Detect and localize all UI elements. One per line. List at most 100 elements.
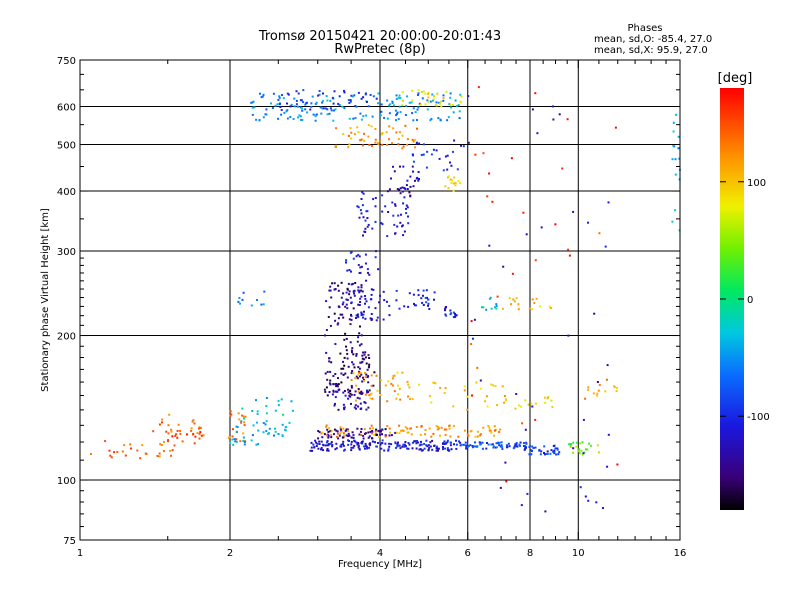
data-point: [374, 141, 377, 144]
data-point: [330, 361, 333, 364]
data-point: [338, 306, 341, 309]
data-point: [349, 341, 352, 344]
data-point: [278, 96, 281, 99]
data-point: [357, 366, 360, 369]
data-point: [581, 453, 584, 456]
data-point: [329, 442, 332, 445]
data-point: [349, 127, 352, 130]
data-point: [426, 150, 429, 153]
data-point: [517, 404, 520, 407]
data-point: [463, 385, 466, 388]
x-tick-label: 2: [227, 548, 233, 559]
data-point: [363, 380, 366, 382]
data-point: [282, 97, 285, 100]
data-point: [358, 255, 361, 258]
data-point: [231, 435, 234, 438]
data-point: [379, 433, 381, 436]
data-point: [570, 443, 572, 446]
data-point: [440, 100, 443, 103]
data-point: [460, 95, 463, 98]
data-point: [367, 354, 370, 357]
data-point: [397, 143, 400, 146]
data-point: [350, 301, 353, 304]
data-point: [487, 443, 490, 446]
data-point: [532, 447, 535, 449]
data-point: [364, 393, 367, 396]
data-point: [403, 230, 406, 233]
data-point: [369, 397, 372, 400]
data-point: [333, 109, 335, 112]
data-point: [405, 204, 408, 207]
data-point: [444, 155, 447, 158]
data-point: [362, 313, 365, 316]
data-point: [550, 449, 553, 452]
data-point: [174, 434, 177, 437]
data-point: [360, 373, 363, 376]
data-point: [492, 446, 495, 449]
data-point: [397, 384, 399, 387]
data-point: [360, 441, 363, 444]
data-point: [411, 397, 414, 400]
data-point: [449, 441, 452, 444]
data-point: [342, 292, 345, 295]
data-point: [237, 300, 240, 303]
data-point: [422, 289, 425, 292]
data-point: [256, 299, 258, 301]
data-point: [253, 106, 256, 109]
data-point: [451, 179, 454, 182]
data-point: [366, 217, 369, 219]
data-point: [408, 386, 411, 389]
data-point: [616, 387, 618, 389]
data-point: [370, 298, 373, 301]
data-point: [108, 449, 111, 452]
data-point: [310, 105, 313, 108]
data-point: [322, 449, 324, 452]
data-point: [350, 449, 353, 452]
data-point: [398, 424, 401, 427]
data-point: [482, 152, 485, 155]
data-point: [438, 427, 441, 430]
data-point: [310, 441, 313, 444]
data-point: [568, 254, 571, 257]
data-point: [340, 430, 343, 433]
data-point: [596, 444, 599, 447]
data-point: [353, 366, 356, 369]
data-point: [407, 215, 409, 218]
data-point: [431, 439, 434, 442]
data-point: [352, 95, 355, 98]
data-point: [401, 91, 404, 94]
data-point: [453, 176, 456, 179]
data-point: [404, 441, 407, 443]
data-point: [362, 192, 365, 195]
data-point: [198, 427, 200, 430]
data-point: [116, 451, 119, 453]
data-point: [374, 430, 377, 433]
data-point: [411, 447, 414, 450]
data-point: [388, 314, 391, 317]
data-point: [328, 382, 331, 385]
data-point: [550, 399, 553, 402]
data-point: [343, 91, 346, 94]
data-point: [368, 357, 371, 359]
data-point: [90, 453, 92, 455]
data-point: [406, 95, 408, 98]
data-point: [429, 100, 432, 103]
data-point: [449, 435, 452, 438]
data-point: [321, 100, 324, 103]
data-point: [366, 389, 368, 392]
data-point: [334, 343, 337, 345]
data-point: [365, 445, 368, 447]
data-point: [489, 296, 492, 299]
data-point: [501, 446, 504, 448]
data-point: [408, 292, 411, 295]
data-point: [318, 93, 321, 96]
data-point: [274, 430, 277, 433]
data-point: [387, 190, 389, 193]
data-point: [552, 118, 555, 121]
data-point: [161, 418, 164, 421]
data-point: [262, 303, 265, 306]
data-point: [329, 324, 332, 327]
data-point: [350, 270, 352, 273]
data-point: [390, 382, 393, 385]
data-point: [368, 443, 371, 446]
